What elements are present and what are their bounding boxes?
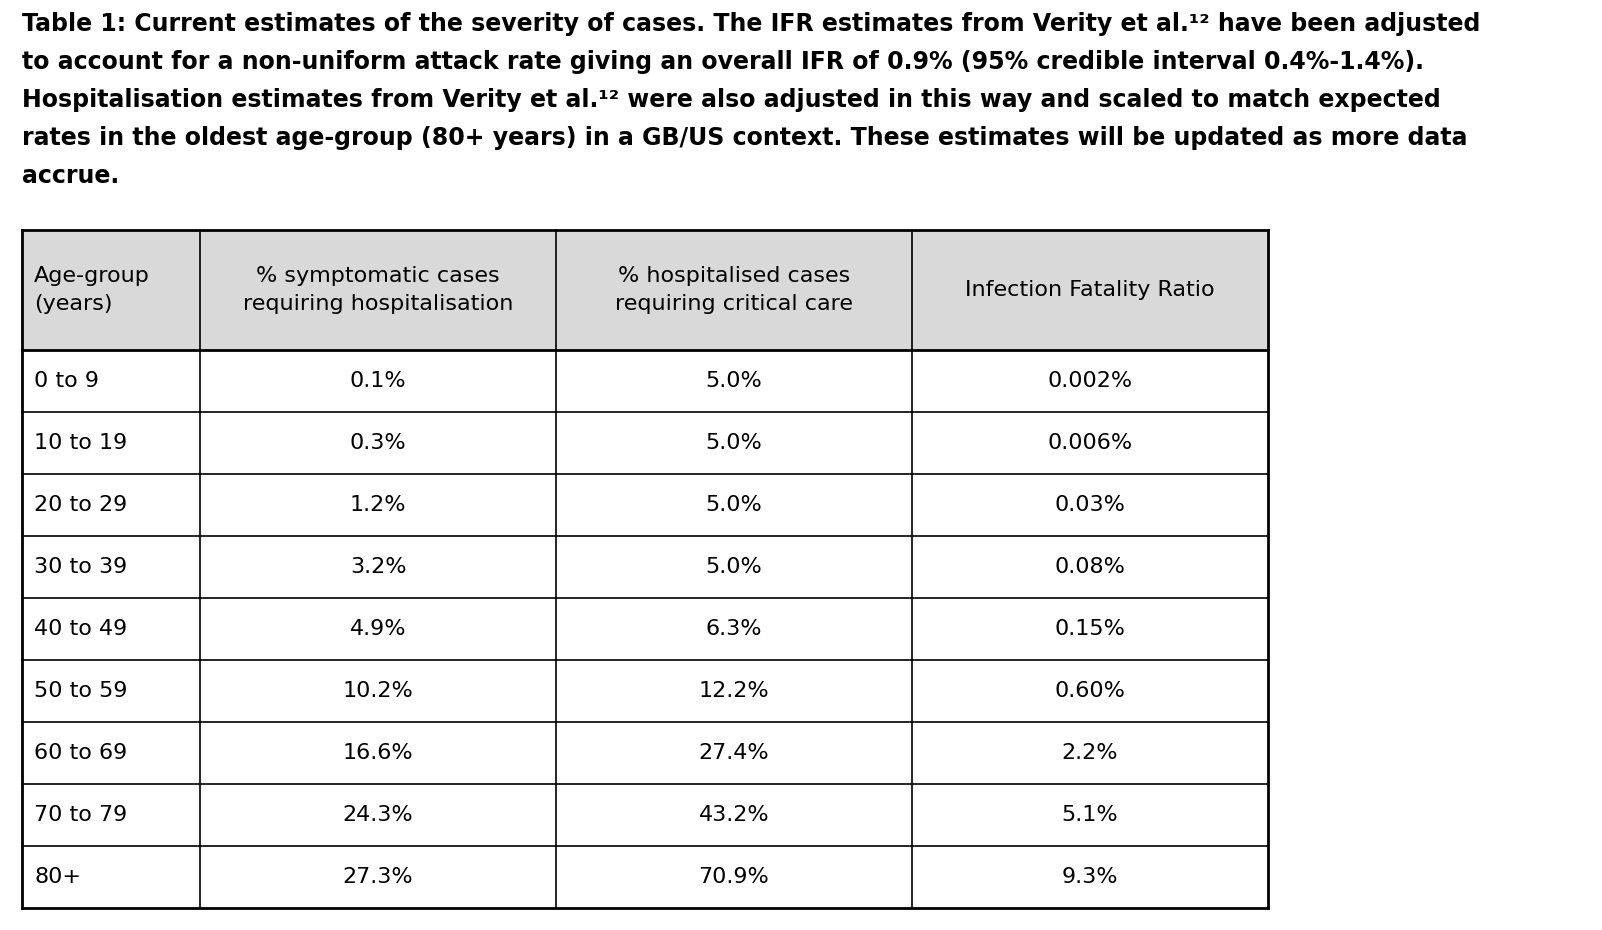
Text: 43.2%: 43.2%	[698, 805, 769, 825]
Text: 27.3%: 27.3%	[343, 867, 413, 887]
Text: Table 1: Current estimates of the severity of cases. The IFR estimates from Veri: Table 1: Current estimates of the severi…	[22, 12, 1480, 36]
Text: rates in the oldest age-group (80+ years) in a GB/US context. These estimates wi: rates in the oldest age-group (80+ years…	[22, 126, 1467, 150]
Text: 5.0%: 5.0%	[705, 557, 763, 577]
Bar	[22, 722, 1269, 784]
Text: 9.3%: 9.3%	[1062, 867, 1118, 887]
Text: 0.002%: 0.002%	[1048, 371, 1133, 391]
Text: Age-group
(years): Age-group (years)	[34, 266, 151, 314]
Text: 50 to 59: 50 to 59	[34, 681, 128, 701]
Text: 0.60%: 0.60%	[1054, 681, 1126, 701]
Bar	[22, 784, 1269, 846]
Text: 10 to 19: 10 to 19	[34, 433, 127, 453]
Text: to account for a non-uniform attack rate giving an overall IFR of 0.9% (95% cred: to account for a non-uniform attack rate…	[22, 50, 1424, 74]
Text: 5.0%: 5.0%	[705, 495, 763, 515]
Bar	[22, 350, 1269, 412]
Bar	[22, 598, 1269, 660]
Text: 5.0%: 5.0%	[705, 433, 763, 453]
Text: 4.9%: 4.9%	[349, 619, 407, 639]
Text: 40 to 49: 40 to 49	[34, 619, 127, 639]
Text: 80+: 80+	[34, 867, 82, 887]
Text: 30 to 39: 30 to 39	[34, 557, 127, 577]
Text: 70 to 79: 70 to 79	[34, 805, 127, 825]
Text: % symptomatic cases
requiring hospitalisation: % symptomatic cases requiring hospitalis…	[244, 266, 513, 314]
Text: 3.2%: 3.2%	[349, 557, 407, 577]
Text: 0 to 9: 0 to 9	[34, 371, 99, 391]
Text: 5.1%: 5.1%	[1062, 805, 1118, 825]
Text: accrue.: accrue.	[22, 164, 119, 188]
Text: 0.15%: 0.15%	[1054, 619, 1126, 639]
Text: 0.1%: 0.1%	[349, 371, 407, 391]
Text: 0.3%: 0.3%	[349, 433, 407, 453]
Bar	[22, 846, 1269, 908]
Bar	[22, 230, 1269, 350]
Bar	[22, 660, 1269, 722]
Text: 10.2%: 10.2%	[343, 681, 413, 701]
Text: 0.006%: 0.006%	[1048, 433, 1133, 453]
Text: 60 to 69: 60 to 69	[34, 743, 127, 763]
Bar	[22, 536, 1269, 598]
Text: 5.0%: 5.0%	[705, 371, 763, 391]
Text: 20 to 29: 20 to 29	[34, 495, 127, 515]
Text: Hospitalisation estimates from Verity et al.¹² were also adjusted in this way an: Hospitalisation estimates from Verity et…	[22, 88, 1440, 112]
Text: 16.6%: 16.6%	[343, 743, 413, 763]
Text: 24.3%: 24.3%	[343, 805, 413, 825]
Text: 70.9%: 70.9%	[698, 867, 769, 887]
Text: Infection Fatality Ratio: Infection Fatality Ratio	[964, 280, 1214, 300]
Text: 12.2%: 12.2%	[698, 681, 769, 701]
Bar	[22, 474, 1269, 536]
Text: 0.03%: 0.03%	[1054, 495, 1126, 515]
Bar	[22, 412, 1269, 474]
Text: 27.4%: 27.4%	[698, 743, 769, 763]
Text: 2.2%: 2.2%	[1062, 743, 1118, 763]
Text: % hospitalised cases
requiring critical care: % hospitalised cases requiring critical …	[615, 266, 852, 314]
Text: 0.08%: 0.08%	[1054, 557, 1126, 577]
Text: 1.2%: 1.2%	[349, 495, 407, 515]
Text: 6.3%: 6.3%	[706, 619, 763, 639]
